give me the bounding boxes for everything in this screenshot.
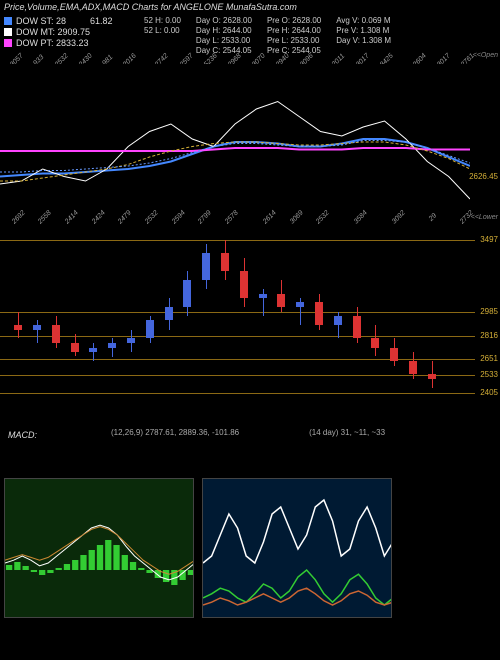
y-tick-label: 2405 bbox=[480, 388, 498, 397]
dow-pt-row: DOW PT: 2833.23 bbox=[4, 38, 124, 48]
x-tick bbox=[445, 215, 450, 220]
x-tick bbox=[248, 215, 253, 220]
x-tick bbox=[415, 215, 420, 220]
dow-st-swatch bbox=[4, 17, 12, 25]
stat-value: Pre L: 2533.00 bbox=[267, 36, 321, 45]
price-tag: 2626.45 bbox=[469, 172, 498, 181]
y-tick-label: 2651 bbox=[480, 354, 498, 363]
macd-label: MACD: bbox=[4, 428, 41, 442]
grid-line bbox=[0, 375, 475, 376]
dow-pt-swatch bbox=[4, 39, 12, 47]
stats-col-1: 52 H: 0.0052 L: 0.00 bbox=[144, 16, 181, 55]
macd-left-panel bbox=[4, 478, 194, 618]
macd-right-info: (14 day) 31, ~11, ~33 bbox=[279, 428, 385, 442]
stat-value: Day V: 1.308 M bbox=[336, 36, 391, 45]
stat-value: Avg V: 0.069 M bbox=[336, 16, 391, 25]
indicator-bar: DOW ST: 28 61.82 DOW MT: 2909.75 DOW PT:… bbox=[0, 14, 500, 57]
y-tick-label: 3497 bbox=[480, 235, 498, 244]
ema-chart: <<Open 2626.45 bbox=[0, 64, 500, 214]
stat-value: Day O: 2628.00 bbox=[196, 16, 252, 25]
x-tick bbox=[143, 58, 148, 63]
dow-st-label: DOW ST: 28 bbox=[16, 16, 66, 26]
y-tick-label: 2533 bbox=[480, 370, 498, 379]
grid-line bbox=[0, 359, 475, 360]
chart1-xlabels: 3057933253224309812016274225975236296830… bbox=[0, 57, 500, 64]
stats-col-3: Pre O: 2628.00Pre H: 2644.00Pre L: 2533.… bbox=[267, 16, 321, 55]
grid-line bbox=[0, 240, 475, 241]
grid-line bbox=[0, 312, 475, 313]
dow-mt-swatch bbox=[4, 28, 12, 36]
stat-value: Pre H: 2644.00 bbox=[267, 26, 321, 35]
y-tick-label: 2985 bbox=[480, 307, 498, 316]
header: Price,Volume,EMA,ADX,MACD Charts for ANG… bbox=[0, 0, 500, 14]
dow-st-value: 61.82 bbox=[90, 16, 113, 26]
stats-col-4: Avg V: 0.069 MPre V: 1.308 MDay V: 1.308… bbox=[336, 16, 391, 55]
dow-mt-label: DOW MT: 2909.75 bbox=[16, 27, 90, 37]
macd-left-info: (12,26,9) 2787.61, 2889.36, -101.86 bbox=[81, 428, 239, 442]
stat-value: 52 L: 0.00 bbox=[144, 26, 181, 35]
dow-mt-row: DOW MT: 2909.75 bbox=[4, 27, 124, 37]
stat-value: Day L: 2533.00 bbox=[196, 36, 252, 45]
stat-value: Pre V: 1.308 M bbox=[336, 26, 391, 35]
dow-pt-label: DOW PT: 2833.23 bbox=[16, 38, 89, 48]
x-tick bbox=[321, 58, 326, 63]
stat-value: 52 H: 0.00 bbox=[144, 16, 181, 25]
x-tick bbox=[401, 58, 406, 63]
x-tick bbox=[339, 215, 344, 220]
stat-value: Pre C: 2544.05 bbox=[267, 46, 321, 55]
macd-header: MACD: (12,26,9) 2787.61, 2889.36, -101.8… bbox=[0, 426, 500, 444]
chart2-axis-label: <<Lower bbox=[471, 214, 498, 221]
chart2-xlabels: 2692255824142424247925322594279925782614… bbox=[0, 214, 500, 221]
stat-value: Pre O: 2628.00 bbox=[267, 16, 321, 25]
chart1-axis-label: <<Open bbox=[473, 52, 498, 59]
grid-line bbox=[0, 393, 475, 394]
stat-value: Day H: 2644.00 bbox=[196, 26, 252, 35]
candlestick-chart: <<Lower 349729852816265125332405 bbox=[0, 226, 500, 406]
page-title: Price,Volume,EMA,ADX,MACD Charts for ANG… bbox=[4, 2, 297, 12]
stats-col-2: Day O: 2628.00Day H: 2644.00Day L: 2533.… bbox=[196, 16, 252, 55]
y-tick-label: 2816 bbox=[480, 331, 498, 340]
macd-right-panel bbox=[202, 478, 392, 618]
grid-line bbox=[0, 336, 475, 337]
macd-section bbox=[0, 474, 500, 622]
dow-st-row: DOW ST: 28 61.82 bbox=[4, 16, 124, 26]
stats-grid: 52 H: 0.0052 L: 0.00 Day O: 2628.00Day H… bbox=[144, 16, 391, 55]
x-tick bbox=[377, 215, 382, 220]
stat-value: Day C: 2544.05 bbox=[196, 46, 252, 55]
